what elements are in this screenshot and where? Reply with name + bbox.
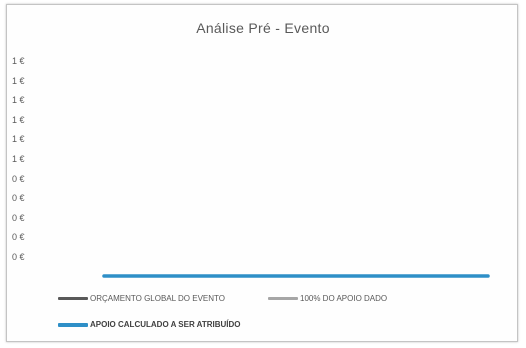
legend-entry: ORÇAMENTO GLOBAL DO EVENTO — [58, 294, 225, 303]
y-tick-label: 0 € — [12, 173, 25, 184]
y-tick-label: 0 € — [12, 193, 25, 204]
y-tick-label: 1 € — [12, 95, 25, 106]
y-tick-label: 0 € — [12, 212, 25, 223]
y-tick-label: 1 € — [12, 154, 25, 164]
y-tick-label: 1 € — [12, 114, 25, 125]
legend-swatch — [268, 297, 298, 300]
y-tick-label: 0 € — [12, 232, 25, 243]
legend-entry: 100% DO APOIO DADO — [268, 294, 387, 303]
legend-entry: APOIO CALCULADO A SER ATRIBUÍDO — [58, 320, 241, 329]
legend-label: ORÇAMENTO GLOBAL DO EVENTO — [90, 294, 225, 303]
legend-swatch — [58, 297, 88, 300]
y-tick-label: 1 € — [12, 56, 25, 66]
legend-swatch — [58, 322, 88, 327]
legend-label: 100% DO APOIO DADO — [300, 294, 388, 303]
y-tick-label: 0 € — [12, 252, 25, 262]
legend-label: APOIO CALCULADO A SER ATRIBUÍDO — [90, 320, 241, 329]
y-tick-label: 1 € — [12, 134, 25, 145]
y-tick-label: 1 € — [12, 75, 25, 86]
chart-frame — [6, 4, 518, 342]
